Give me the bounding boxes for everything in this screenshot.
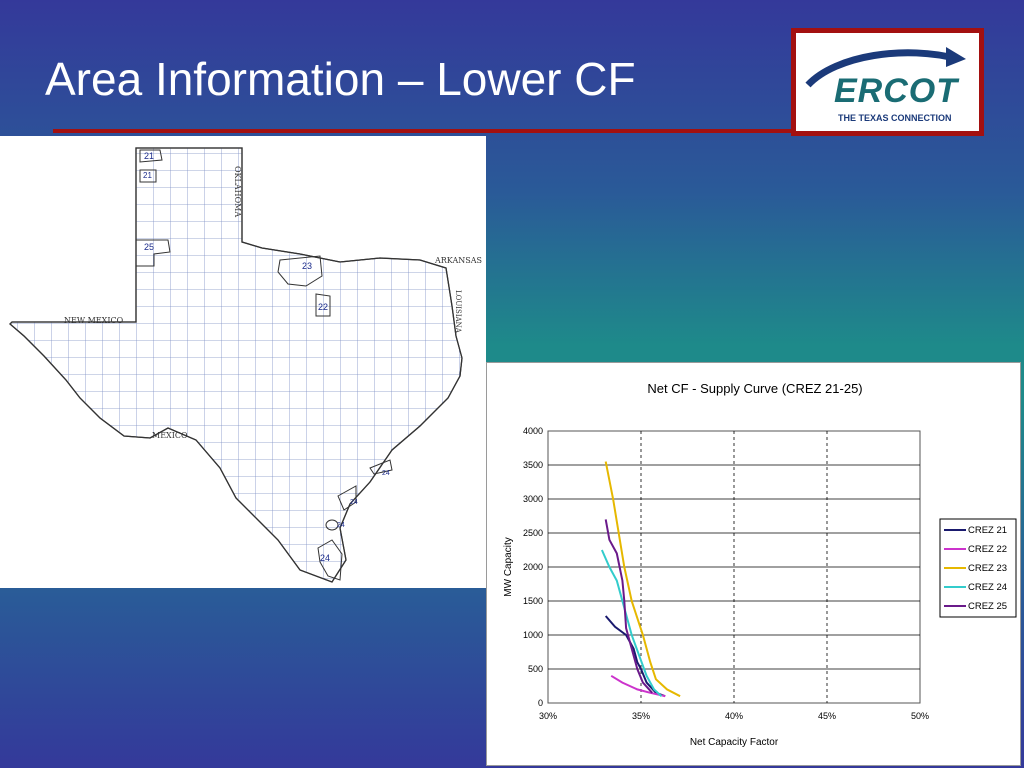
y-tick-label: 1000 (523, 630, 543, 640)
legend-label-crez-21: CREZ 21 (968, 525, 1007, 536)
series-line-crez-24 (600, 549, 663, 697)
y-tick-label: 3500 (523, 460, 543, 470)
x-tick-label: 45% (818, 711, 836, 721)
x-tick-label: 40% (725, 711, 743, 721)
series-line-crez-22 (610, 674, 666, 698)
x-tick-label: 50% (911, 711, 929, 721)
x-tick-label: 30% (539, 711, 557, 721)
label-mexico: MEXICO (152, 431, 188, 440)
y-axis-label: MW Capacity (503, 537, 514, 596)
slide-title: Area Information – Lower CF (45, 53, 636, 105)
chart-canvas: Net CF - Supply Curve (CREZ 21-25) 0 500 1… (503, 381, 1017, 748)
series-layer (600, 461, 681, 698)
crez-label-21b: 21 (143, 171, 152, 180)
legend: CREZ 21 CREZ 22 CREZ 23 CREZ 24 CREZ 25 (944, 525, 1007, 612)
y-tick-label: 2500 (523, 528, 543, 538)
legend-label-crez-24: CREZ 24 (968, 582, 1007, 593)
y-tick-label: 2000 (523, 562, 543, 572)
crez-label-24a: 24 (382, 470, 390, 477)
label-new-mexico: NEW MEXICO (64, 316, 124, 325)
crez-label-24b: 24 (350, 499, 358, 506)
logo-tagline: THE TEXAS CONNECTION (838, 113, 952, 123)
ercot-logo: ERCOT THE TEXAS CONNECTION (791, 28, 984, 136)
y-tick-label: 3000 (523, 494, 543, 504)
label-oklahoma: OKLAHOMA (233, 166, 242, 218)
legend-label-crez-22: CREZ 22 (968, 544, 1007, 555)
series-line-crez-25 (604, 519, 653, 694)
label-arkansas: ARKANSAS (435, 256, 482, 265)
logo-wordmark: ERCOT (834, 72, 958, 110)
x-tick-label: 35% (632, 711, 650, 721)
y-tick-label: 0 (538, 698, 543, 708)
supply-curve-chart: Net CF - Supply Curve (CREZ 21-25) 0 500 1… (486, 362, 1021, 766)
crez-label-24d: 24 (320, 553, 331, 563)
texas-map-graphic (9, 147, 463, 583)
x-axis-label: Net Capacity Factor (690, 737, 779, 748)
crez-label-24c: 24 (337, 522, 345, 529)
y-tick-label: 1500 (523, 596, 543, 606)
legend-label-crez-25: CREZ 25 (968, 601, 1007, 612)
crez-label-23: 23 (302, 261, 313, 271)
texas-crez-map: OKLAHOMA ARKANSAS LOUISIANA NEW MEXICO M… (0, 136, 486, 588)
title-divider (53, 129, 793, 133)
legend-label-crez-23: CREZ 23 (968, 563, 1007, 574)
label-louisiana: LOUISIANA (454, 290, 462, 333)
tick-layer: 0 500 1000 1500 2000 2500 3000 3500 4000 30% 35% 40… (523, 426, 929, 721)
y-tick-label: 500 (528, 664, 543, 674)
crez-label-22: 22 (318, 302, 329, 312)
series-line-crez-21 (604, 615, 666, 698)
chart-title: Net CF - Supply Curve (CREZ 21-25) (647, 381, 862, 396)
crez-label-25: 25 (144, 242, 155, 252)
series-line-crez-23 (604, 461, 681, 698)
y-tick-label: 4000 (523, 426, 543, 436)
crez-label-21a: 21 (144, 151, 155, 161)
